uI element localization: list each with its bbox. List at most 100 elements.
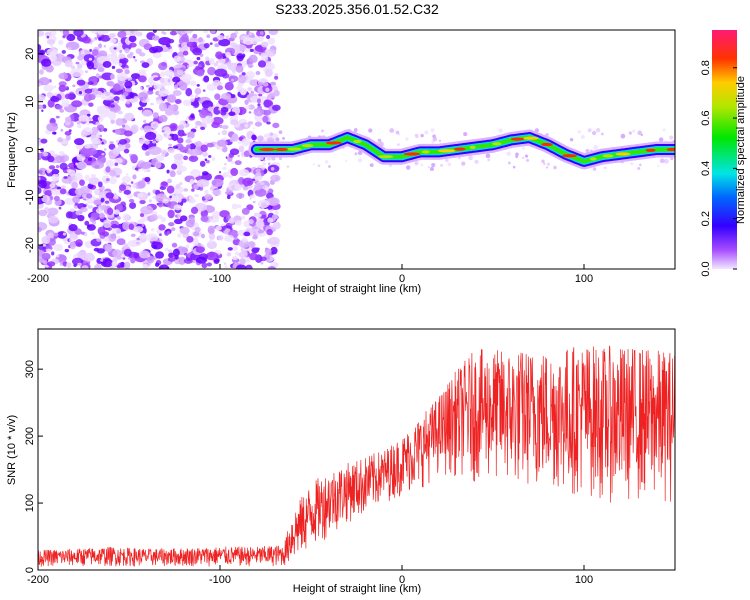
noise-blob (168, 222, 175, 227)
noise-blob (185, 139, 192, 144)
noise-blob (144, 176, 151, 183)
noise-blob (146, 255, 155, 264)
noise-blob (105, 192, 115, 199)
noise-blob (172, 90, 182, 96)
noise-blob (160, 71, 166, 77)
noise-blob (177, 213, 181, 218)
noise-blob (111, 260, 117, 267)
noise-blob (252, 234, 258, 240)
noise-blob (110, 73, 116, 80)
noise-blob (84, 220, 90, 226)
noise-blob (218, 107, 222, 111)
noise-blob (113, 195, 119, 200)
noise-speck (595, 127, 601, 133)
noise-blob (108, 233, 117, 242)
noise-blob (186, 235, 194, 243)
noise-blob (189, 97, 195, 102)
noise-blob (67, 169, 76, 176)
noise-blob (59, 188, 67, 195)
noise-blob (244, 123, 249, 128)
noise-blob (130, 153, 139, 163)
noise-blob (220, 64, 225, 67)
snr-frame (37, 328, 676, 571)
noise-blob (86, 113, 91, 117)
noise-blob (188, 155, 199, 163)
noise-blob (164, 247, 169, 252)
noise-speck (357, 158, 363, 163)
noise-blob (237, 75, 247, 84)
noise-blob (42, 246, 46, 250)
noise-blob (226, 194, 231, 200)
noise-blob (104, 243, 113, 253)
noise-blob (257, 103, 261, 107)
noise-blob (61, 100, 70, 108)
noise-blob (189, 94, 195, 98)
ridge-peak (469, 145, 476, 149)
noise-blob (274, 75, 279, 80)
noise-blob (124, 47, 130, 54)
noise-blob (139, 199, 146, 205)
noise-blob (105, 166, 111, 173)
noise-blob (192, 47, 203, 56)
noise-blob (264, 248, 272, 255)
noise-blob (139, 213, 145, 217)
noise-blob (74, 188, 86, 196)
noise-blob (112, 83, 121, 92)
noise-blob (255, 71, 261, 76)
noise-speck (522, 146, 525, 150)
noise-blob (194, 226, 201, 233)
noise-blob (58, 206, 62, 210)
noise-blob (183, 188, 188, 192)
noise-blob (99, 30, 109, 35)
noise-blob (194, 87, 202, 95)
noise-speck (415, 134, 419, 139)
noise-blob (100, 259, 104, 262)
noise-blob (80, 60, 86, 66)
noise-blob (81, 36, 91, 44)
noise-blob (149, 102, 154, 106)
noise-blob (76, 124, 82, 129)
noise-blob (249, 197, 252, 200)
noise-blob (46, 48, 58, 56)
noise-blob (122, 124, 126, 128)
noise-blob (165, 43, 171, 48)
noise-blob (117, 110, 123, 115)
noise-blob (227, 62, 239, 71)
noise-speck (461, 161, 466, 166)
noise-blob (166, 169, 170, 174)
noise-blob (73, 30, 84, 37)
ridge-peak (403, 152, 421, 156)
noise-blob (76, 121, 81, 125)
noise-blob (221, 124, 229, 130)
noise-blob (137, 106, 144, 111)
noise-blob (90, 173, 97, 178)
noise-blob (42, 259, 48, 265)
noise-blob (138, 138, 146, 145)
noise-blob (271, 214, 278, 220)
noise-blob (222, 172, 230, 178)
noise-blob (154, 161, 162, 169)
noise-blob (100, 258, 114, 268)
noise-blob (150, 227, 155, 232)
noise-blob (238, 145, 245, 153)
noise-blob (80, 129, 88, 138)
noise-blob (172, 145, 179, 149)
colorbar-gradient (712, 30, 737, 269)
noise-blob (212, 79, 221, 86)
noise-blob (38, 44, 42, 51)
noise-blob (104, 200, 110, 204)
noise-blob (90, 30, 99, 34)
noise-blob (49, 55, 58, 62)
ridge-peak (645, 148, 656, 152)
noise-blob (169, 30, 178, 36)
noise-blob (201, 262, 208, 269)
noise-blob (211, 157, 216, 161)
noise-blob (123, 112, 135, 121)
noise-blob (272, 122, 280, 129)
figure-title: S233.2025.356.01.52.C32 (275, 1, 439, 17)
noise-blob (224, 235, 235, 242)
noise-blob (87, 183, 94, 189)
noise-blob (175, 183, 181, 190)
noise-blob (247, 241, 256, 248)
noise-blob (218, 171, 222, 174)
